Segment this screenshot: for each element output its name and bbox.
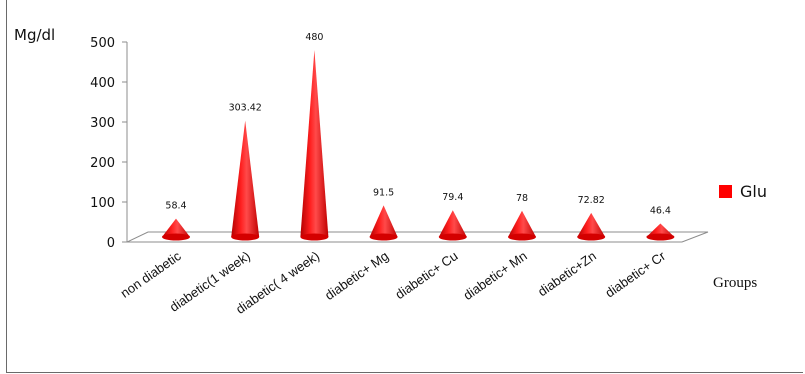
cone-base bbox=[231, 233, 260, 241]
chart-frame bbox=[6, 0, 803, 373]
x-axis-title: Groups bbox=[713, 275, 757, 291]
cone-0 bbox=[162, 218, 190, 241]
chart-floor bbox=[126, 231, 709, 243]
cone-2 bbox=[300, 50, 329, 241]
cone-base bbox=[577, 233, 606, 241]
data-label: 303.42 bbox=[229, 103, 262, 114]
cone-body bbox=[438, 210, 467, 237]
cone-body bbox=[300, 50, 329, 237]
data-labels: 58.4 303.42 480 91.5 79.4 78 72.82 46.4 bbox=[165, 32, 671, 216]
cone-3 bbox=[369, 205, 398, 241]
category-label: diabetic+ Cr bbox=[602, 248, 668, 301]
cone-base bbox=[508, 233, 536, 241]
data-label: 72.82 bbox=[578, 195, 605, 206]
category-label: diabetic+ Mg bbox=[322, 248, 391, 303]
cone-base bbox=[646, 233, 675, 241]
category-label: diabetic+Zn bbox=[535, 248, 599, 299]
data-label: 480 bbox=[305, 32, 323, 43]
cone-base bbox=[369, 233, 398, 241]
category-label: diabetic+ Mn bbox=[460, 248, 529, 303]
cone-base bbox=[162, 233, 190, 241]
y-tick-label: 500 bbox=[90, 36, 115, 51]
cone-body bbox=[508, 210, 536, 237]
y-tick-label: 100 bbox=[90, 196, 115, 211]
cone-body bbox=[231, 120, 260, 237]
category-label: diabetic+ Cu bbox=[392, 248, 460, 302]
data-label: 79.4 bbox=[442, 192, 463, 203]
legend-label-glu: Glu bbox=[740, 182, 767, 201]
cone-body bbox=[577, 212, 606, 237]
cone-1 bbox=[231, 120, 260, 241]
cone-body bbox=[369, 205, 398, 237]
cone-body bbox=[162, 218, 190, 237]
cone-4 bbox=[438, 210, 467, 241]
cone-7 bbox=[646, 223, 675, 241]
data-label: 58.4 bbox=[165, 201, 186, 212]
y-tick-label: 0 bbox=[107, 236, 115, 251]
data-label: 78 bbox=[516, 193, 528, 204]
cone-series bbox=[162, 50, 675, 241]
cone-5 bbox=[508, 210, 536, 241]
y-tick-label: 300 bbox=[90, 116, 115, 131]
y-axis-title: Mg/dl bbox=[14, 26, 55, 44]
category-label: non diabetic bbox=[118, 248, 184, 301]
axes bbox=[122, 41, 709, 243]
legend-swatch-glu bbox=[719, 185, 732, 198]
data-label: 46.4 bbox=[650, 205, 671, 216]
cone-6 bbox=[577, 212, 606, 241]
cone-base bbox=[300, 233, 329, 241]
data-label: 91.5 bbox=[373, 187, 394, 198]
y-tick-label: 400 bbox=[90, 76, 115, 91]
y-tick-labels: 0 100 200 300 400 500 bbox=[90, 36, 115, 251]
legend: Glu bbox=[719, 182, 767, 201]
cone-base bbox=[438, 233, 467, 241]
cone-body bbox=[646, 223, 675, 237]
y-tick-label: 200 bbox=[90, 156, 115, 171]
